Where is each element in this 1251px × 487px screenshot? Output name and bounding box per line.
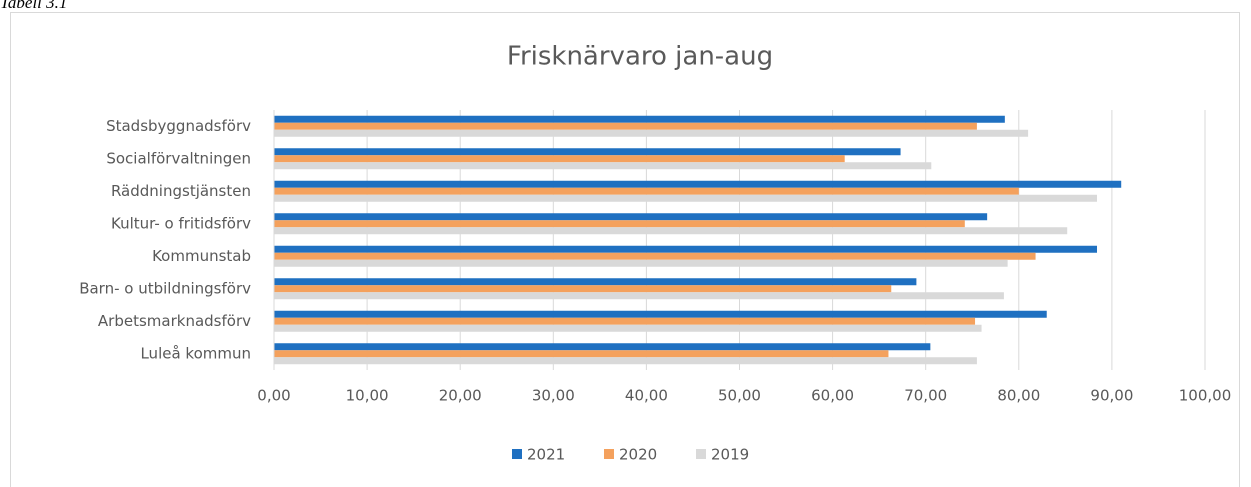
bar [274,187,1019,195]
bar [274,292,1004,300]
x-tick-label: 70,00 [904,387,947,405]
legend-swatch [696,449,706,459]
caption: Tabell 3.1 [0,0,67,12]
y-tick-label: Barn- o utbildningsförv [79,279,251,297]
bar [274,245,1098,253]
x-tick-label: 40,00 [625,387,668,405]
x-tick-label: 80,00 [997,387,1040,405]
bar [274,220,965,228]
legend-swatch [604,449,614,459]
bar [274,115,1005,123]
bar [274,194,1098,202]
legend-label: 2021 [527,446,565,464]
bar [274,155,845,163]
y-tick-label: Luleå kommun [140,344,251,362]
y-tick-label: Räddningstjänsten [111,182,251,200]
bar [274,122,977,130]
bar [274,213,988,221]
x-tick-label: 90,00 [1090,387,1133,405]
y-tick-label: Stadsbyggnadsförv [106,117,251,135]
x-tick-label: 20,00 [439,387,482,405]
y-tick-label: Socialförvaltningen [106,149,251,167]
bar [274,343,931,351]
bar [274,310,1047,318]
bar [274,252,1036,260]
chart-title: Frisknärvaro jan-aug [507,42,773,72]
legend-swatch [512,449,522,459]
x-tick-label: 100,00 [1179,387,1232,405]
bar [274,285,892,293]
legend-label: 2020 [619,446,657,464]
bar [274,162,932,170]
bar [274,148,901,156]
bar [274,259,1008,267]
bar [274,227,1068,235]
bar [274,357,977,365]
bar [274,324,982,332]
x-tick-label: 60,00 [811,387,854,405]
x-tick-label: 30,00 [532,387,575,405]
bar [274,180,1122,188]
y-tick-label: Kultur- o fritidsförv [111,214,251,232]
bar [274,317,976,325]
x-tick-label: 10,00 [346,387,389,405]
x-tick-label: 0,00 [257,387,290,405]
bar [274,129,1029,137]
bar [274,278,917,286]
legend-label: 2019 [711,446,749,464]
x-tick-label: 50,00 [718,387,761,405]
bar [274,350,889,358]
y-tick-label: Arbetsmarknadsförv [98,312,251,330]
y-tick-label: Kommunstab [152,247,251,265]
